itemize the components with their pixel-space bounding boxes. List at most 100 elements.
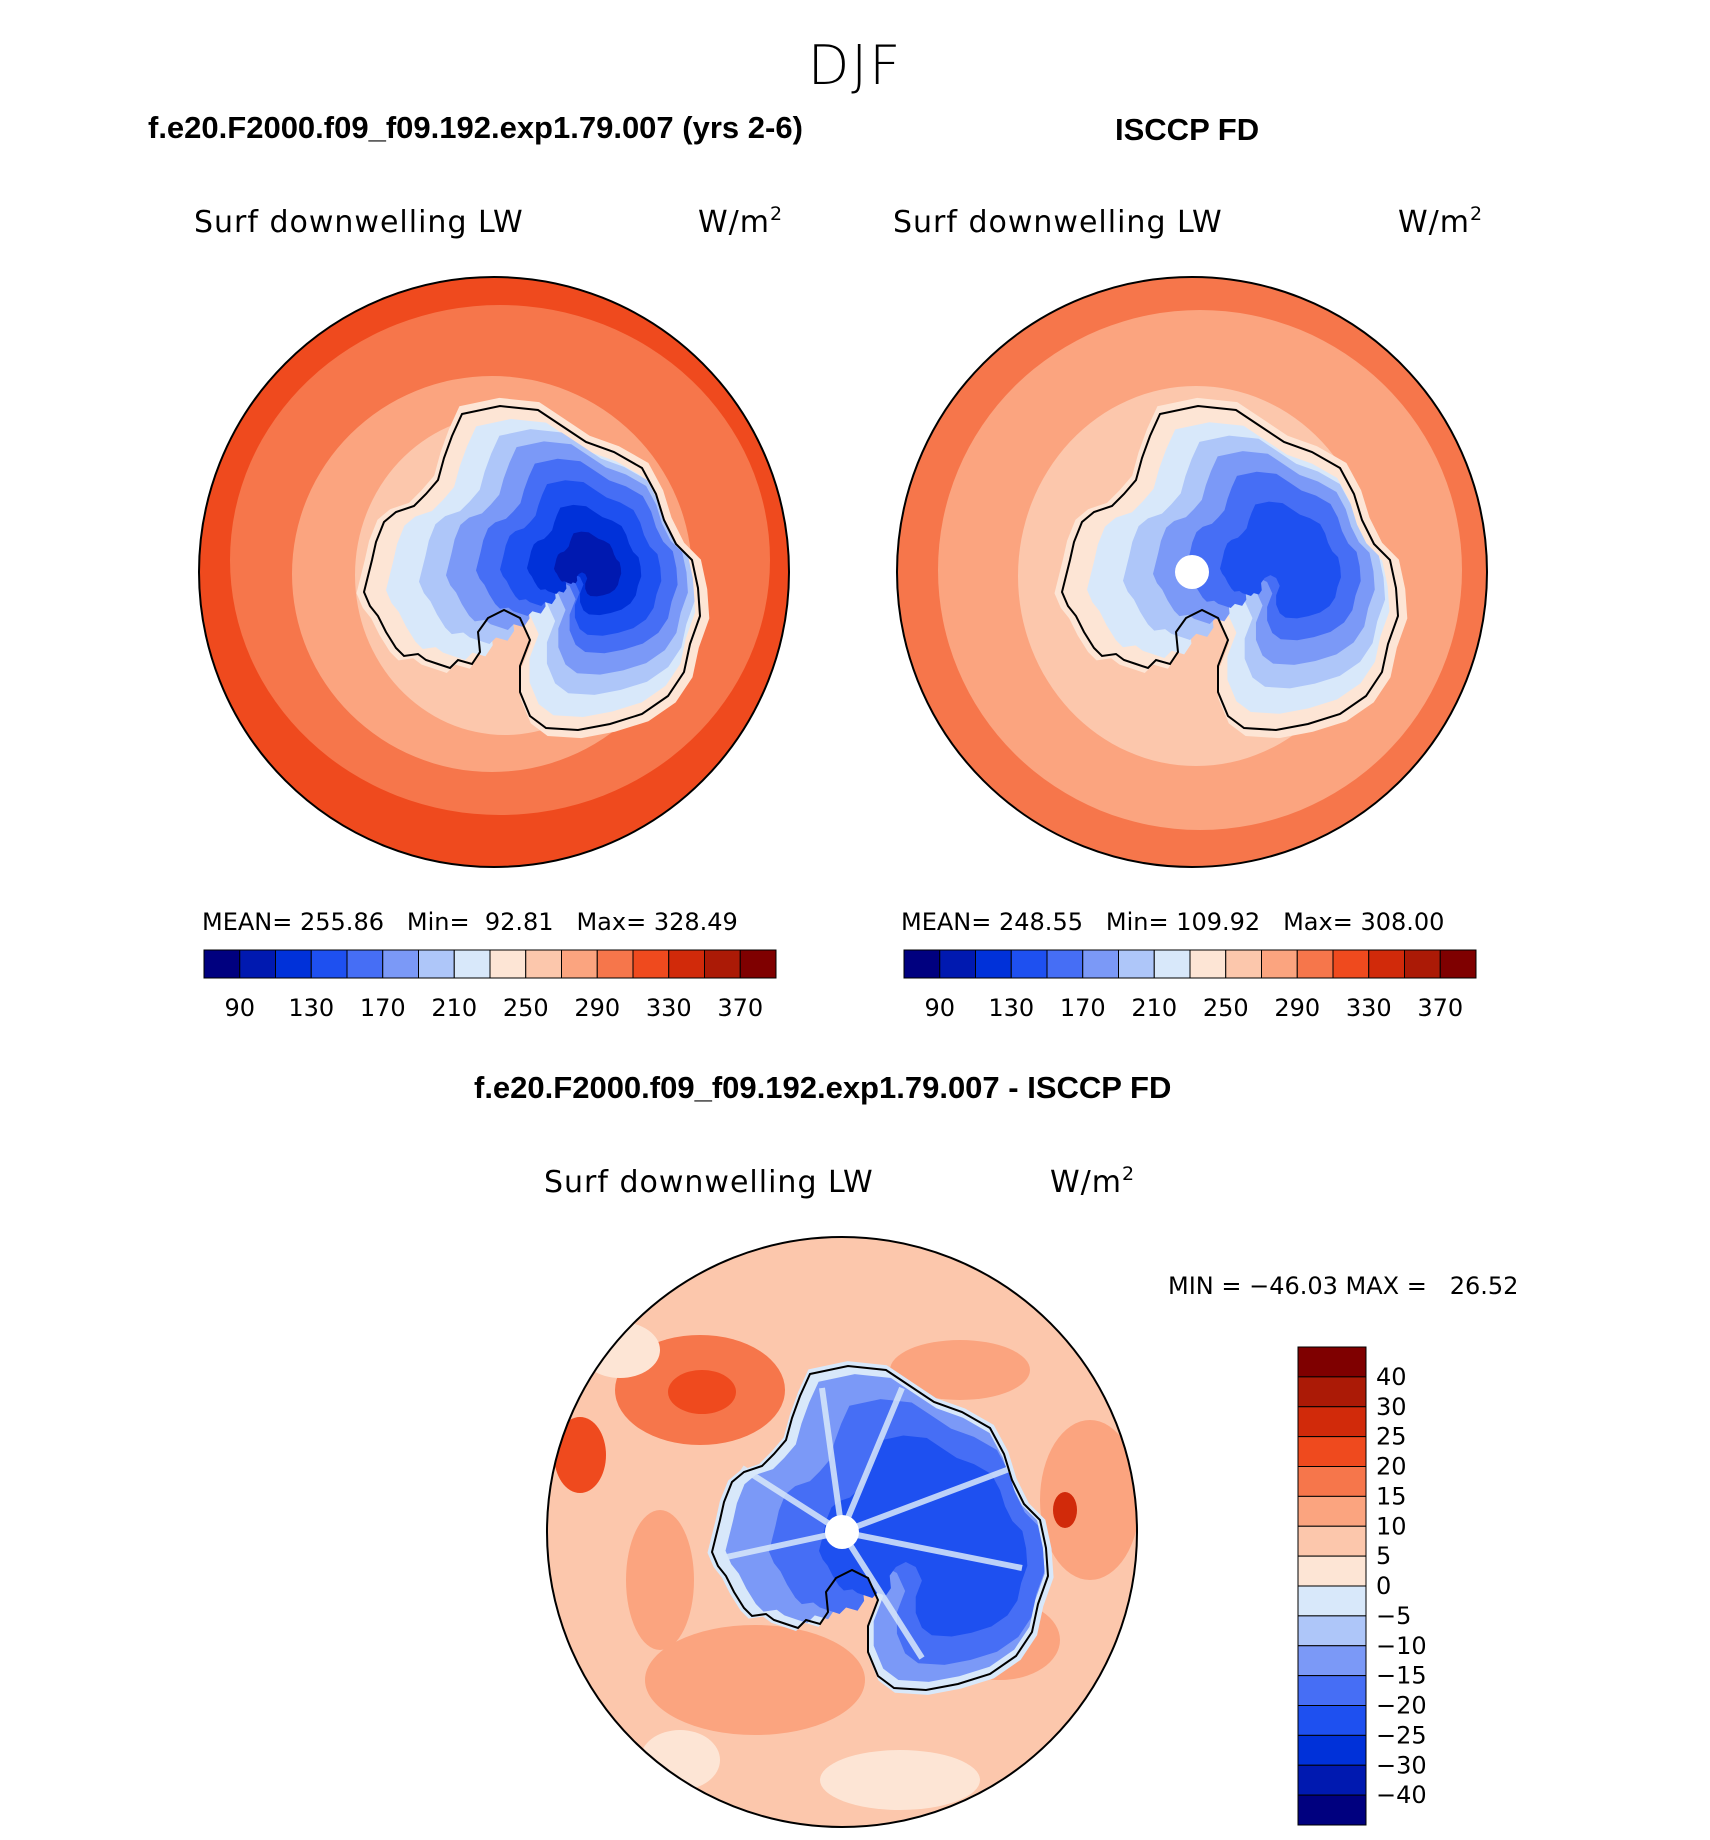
panel-variable-model: Surf downwelling LW <box>194 205 524 240</box>
colorbar-swatch <box>275 949 312 979</box>
colorbar-swatch <box>1297 1346 1367 1378</box>
map-model-border <box>198 276 790 868</box>
colorbar-tick-label: 10 <box>1376 1512 1407 1540</box>
panel-variable-diff: Surf downwelling LW <box>544 1165 874 1200</box>
colorbar-swatch <box>1153 949 1191 979</box>
colorbar-obs: 90 130 170 210 250 290 330 370 <box>903 949 1477 1022</box>
colorbar-swatch <box>1046 949 1084 979</box>
colorbar-swatch <box>1189 949 1227 979</box>
colorbar-tick-label: 370 <box>717 994 763 1022</box>
panel-variable-obs: Surf downwelling LW <box>893 205 1223 240</box>
colorbar-tick-label: 330 <box>1346 994 1392 1022</box>
colorbar-swatch <box>903 949 941 979</box>
colorbar-tick-label: −5 <box>1376 1602 1411 1630</box>
colorbar-tick-label: 130 <box>288 994 334 1022</box>
case-title-obs: ISCCP FD <box>1115 112 1260 147</box>
min-value: 92.81 <box>484 908 554 936</box>
case-title-diff: f.e20.F2000.f09_f09.192.exp1.79.007 - IS… <box>474 1070 1172 1105</box>
colorbar-swatch <box>596 949 634 979</box>
colorbar-tick-label: −40 <box>1376 1781 1427 1809</box>
map-obs <box>897 277 1487 867</box>
map-diff-border <box>546 1236 1138 1828</box>
colorbar-swatch <box>1010 949 1048 979</box>
colorbar-swatch <box>704 949 741 979</box>
colorbar-tick-label: 250 <box>503 994 549 1022</box>
colorbar-tick-label: 290 <box>574 994 620 1022</box>
colorbar-tick-label: 90 <box>924 994 955 1022</box>
max-value: 308.00 <box>1360 908 1445 936</box>
colorbar-tick-label: 0 <box>1376 1572 1391 1600</box>
colorbar-tick-label: 90 <box>224 994 255 1022</box>
colorbar-swatch <box>632 949 670 979</box>
panel-units-obs: W/m2 <box>1398 203 1484 240</box>
colorbar-tick-label: 130 <box>988 994 1034 1022</box>
colorbar-tick-label: 210 <box>431 994 477 1022</box>
colorbar-swatch <box>1297 1705 1367 1736</box>
colorbar-swatch <box>1297 1734 1367 1766</box>
colorbar-tick-label: −10 <box>1376 1632 1427 1660</box>
colorbar-swatch <box>1296 949 1334 979</box>
pole-hole <box>825 1515 859 1549</box>
colorbar-swatch <box>1297 1794 1367 1826</box>
min-value: 109.92 <box>1176 908 1261 936</box>
colorbar-swatch <box>1297 1376 1367 1408</box>
colorbar-swatch <box>1404 949 1441 979</box>
stats-model: MEAN= 255.86 Min= 92.81 Max= 328.49 <box>202 908 738 936</box>
colorbar-tick-label: 330 <box>646 994 692 1022</box>
map-model <box>199 277 789 867</box>
colorbar-tick-label: 30 <box>1376 1393 1407 1421</box>
season-title: DJF <box>807 34 903 97</box>
colorbar-tick-label: −20 <box>1376 1692 1427 1720</box>
colorbar-swatch <box>239 949 276 979</box>
colorbar-swatch <box>310 949 348 979</box>
colorbar-swatch <box>1297 1466 1367 1497</box>
colorbar-swatch <box>1297 1615 1367 1647</box>
colorbar-tick-label: −15 <box>1376 1662 1427 1690</box>
colorbar-swatch <box>1297 1436 1367 1467</box>
colorbar-tick-label: −30 <box>1376 1751 1427 1779</box>
colorbar-swatch <box>1439 949 1477 979</box>
colorbar-tick-label: 40 <box>1376 1363 1407 1391</box>
colorbar-swatch <box>525 949 562 979</box>
colorbar-swatch <box>1332 949 1370 979</box>
colorbar-tick-label: 370 <box>1417 994 1463 1022</box>
colorbar-tick-label: 210 <box>1131 994 1177 1022</box>
mean-value: 248.55 <box>999 908 1083 936</box>
max-value: 328.49 <box>653 908 738 936</box>
colorbar-swatch <box>1225 949 1262 979</box>
colorbar-swatch <box>1368 949 1405 979</box>
mean-value: 255.86 <box>300 908 384 936</box>
colorbar-tick-label: 25 <box>1376 1423 1407 1451</box>
colorbar-swatch <box>203 949 241 979</box>
colorbar-swatch <box>346 949 384 979</box>
diff-minmax: MIN = −46.03 MAX = 26.52 <box>1168 1272 1519 1300</box>
pole-hole <box>1175 555 1209 589</box>
colorbar-swatch <box>382 949 419 979</box>
colorbar-tick-label: 5 <box>1376 1542 1391 1570</box>
colorbar-swatch <box>939 949 976 979</box>
colorbar-swatch <box>1297 1585 1367 1617</box>
colorbar-tick-label: 250 <box>1203 994 1249 1022</box>
colorbar-swatch <box>1297 1675 1367 1706</box>
colorbar-tick-label: 170 <box>360 994 406 1022</box>
colorbar-swatch <box>1297 1764 1367 1796</box>
colorbar-tick-label: 290 <box>1274 994 1320 1022</box>
colorbar-swatch <box>1297 1645 1367 1677</box>
colorbar-model: 90 130 170 210 250 290 330 370 <box>203 949 777 1022</box>
colorbar-swatch <box>453 949 491 979</box>
map-diff <box>547 1237 1137 1827</box>
colorbar-swatch <box>739 949 777 979</box>
colorbar-swatch <box>1261 949 1298 979</box>
colorbar-tick-label: 170 <box>1060 994 1106 1022</box>
colorbar-swatch <box>418 949 455 979</box>
colorbar-swatch <box>561 949 598 979</box>
colorbar-tick-label: 15 <box>1376 1482 1407 1510</box>
colorbar-swatch <box>1118 949 1155 979</box>
colorbar-tick-label: 20 <box>1376 1453 1407 1481</box>
map-obs-border <box>896 276 1488 868</box>
colorbar-swatch <box>1297 1555 1367 1587</box>
panel-units-model: W/m2 <box>698 203 784 240</box>
colorbar-swatch <box>975 949 1012 979</box>
